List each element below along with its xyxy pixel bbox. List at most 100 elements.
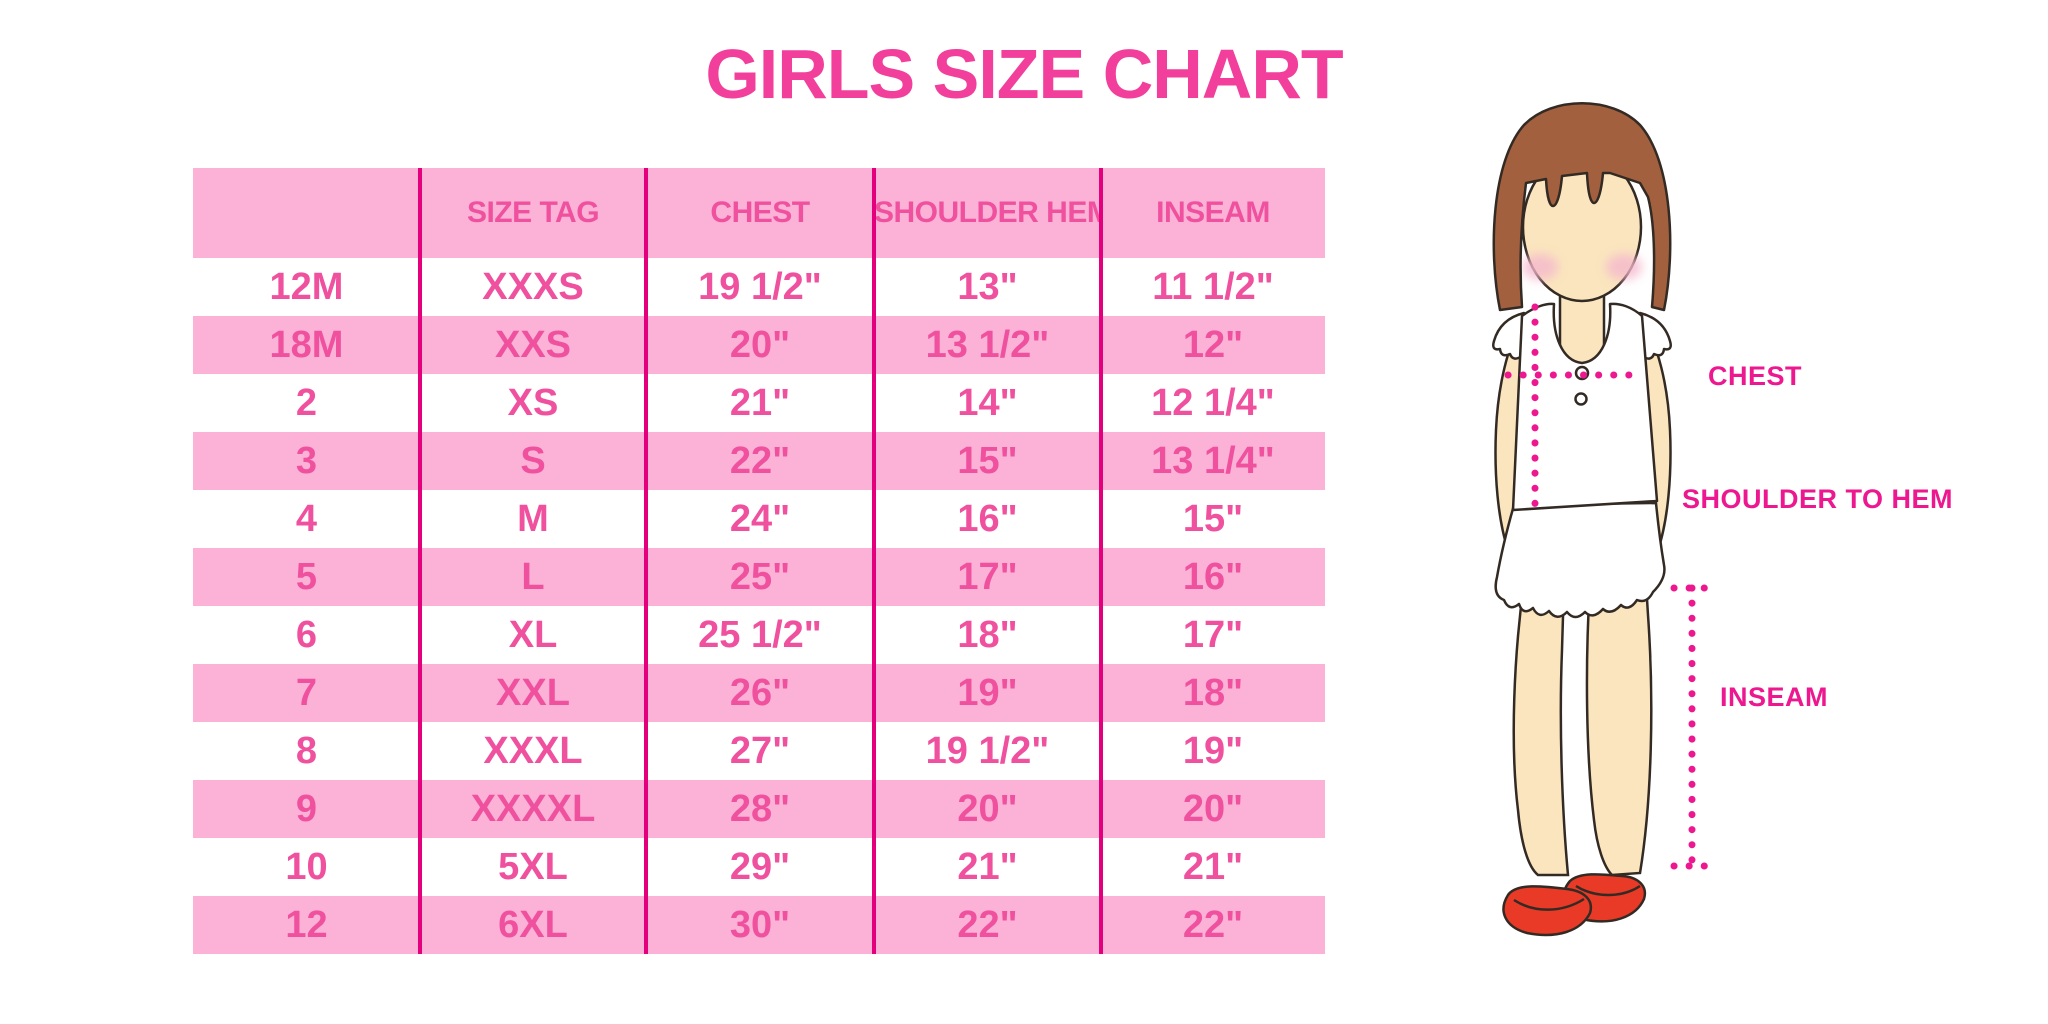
table-header-row: SIZE TAG CHEST SHOULDER HEM INSEAM (193, 168, 1325, 258)
page-title: GIRLS SIZE CHART (705, 35, 1343, 113)
value-cell: 21" (729, 382, 791, 424)
value-cell: 11 1/2" (1152, 266, 1274, 308)
inseam-label: INSEAM (1720, 682, 1828, 712)
row-label-cell: 6 (295, 614, 318, 656)
table-row-2: 2 XS 21" 14" 12 1/4" (193, 374, 1325, 432)
table-row-12m: 12M XXXS 19 1/2" 13" 11 1/2" (193, 258, 1325, 316)
value-cell: 13 1/4" (1151, 440, 1275, 482)
value-cell: L (521, 556, 545, 598)
value-cell: 20" (1182, 788, 1244, 830)
bodice (1511, 302, 1659, 512)
value-cell: XXXL (483, 730, 583, 772)
value-cell: XS (507, 382, 559, 424)
table-row-3: 3 S 22" 15" 13 1/4" (193, 432, 1325, 490)
value-cell: 20" (729, 324, 791, 366)
girl-measurement-figure: CHEST SHOULDER TO HEM INSEAM (1492, 102, 1953, 937)
value-cell: 6XL (498, 904, 568, 946)
row-label-cell: 12M (269, 266, 344, 308)
right-leg (1585, 581, 1653, 877)
row-label-cell: 12 (285, 904, 328, 946)
value-cell: 19" (957, 672, 1018, 714)
value-cell: 25 1/2" (698, 614, 822, 656)
row-label-cell: 9 (295, 788, 318, 830)
value-cell: 25" (729, 556, 791, 598)
value-cell: 17" (957, 556, 1018, 598)
table-body: 12M XXXS 19 1/2" 13" 11 1/2" 18M XXS 20" 13 1/2"… (193, 258, 1325, 954)
girls-size-table: SIZE TAG CHEST SHOULDER HEM INSEAM 12M XXXS 1… (193, 168, 1325, 954)
row-label-cell: 10 (285, 846, 328, 888)
table-row-18m: 18M XXS 20" 13 1/2" 12" (193, 316, 1325, 374)
column-header-inseam: INSEAM (1156, 196, 1270, 229)
chest-label: CHEST (1708, 361, 1802, 391)
corner-header-cell (193, 168, 420, 258)
value-cell: 28" (729, 788, 791, 830)
column-divider (418, 168, 422, 954)
value-cell: 27" (729, 730, 791, 772)
value-cell: XXXS (482, 266, 584, 308)
value-cell: 26" (729, 672, 791, 714)
shoulder-to-hem-label: SHOULDER TO HEM (1682, 484, 1953, 514)
table-row-10: 10 5XL 29" 21" 21" (193, 838, 1325, 896)
right-cheek-blush (1606, 254, 1642, 280)
table-row-7: 7 XXL 26" 19" 18" (193, 664, 1325, 722)
value-cell: 21" (957, 846, 1018, 888)
value-cell: XXS (494, 324, 572, 366)
value-cell: 13 1/2" (925, 324, 1050, 366)
value-cell: 19 1/2" (698, 266, 822, 308)
value-cell: XXL (496, 672, 570, 714)
column-divider (1099, 168, 1103, 954)
value-cell: 30" (729, 904, 791, 946)
row-label-cell: 3 (295, 440, 318, 482)
value-cell: 22" (729, 440, 791, 482)
value-cell: 18" (957, 614, 1018, 656)
column-header-size-tag: SIZE TAG (466, 196, 600, 229)
right-shoe-strap (1575, 884, 1641, 897)
left-leg (1512, 581, 1570, 877)
column-header-shoulder-hem: SHOULDER HEM (874, 196, 1101, 229)
value-cell: 29" (729, 846, 791, 888)
table-row-6: 6 XL 25 1/2" 18" 17" (193, 606, 1325, 664)
row-label-cell: 4 (295, 498, 318, 540)
row-label-cell: 5 (295, 556, 318, 598)
value-cell: 24" (729, 498, 791, 540)
skirt (1494, 501, 1666, 619)
value-cell: 15" (1182, 498, 1244, 540)
row-label-cell: 18M (269, 324, 344, 366)
value-cell: XL (508, 614, 558, 656)
column-header-chest: CHEST (710, 196, 810, 229)
value-cell: M (517, 498, 549, 540)
value-cell: 16" (957, 498, 1018, 540)
table-row-8: 8 XXXL 27" 19 1/2" 19" (193, 722, 1325, 780)
left-cheek-blush (1522, 254, 1558, 280)
row-label-cell: 7 (295, 672, 318, 714)
column-divider (644, 168, 648, 954)
table-row-12: 12 6XL 30" 22" 22" (193, 896, 1325, 954)
row-label-cell: 8 (295, 730, 318, 772)
value-cell: 12 1/4" (1151, 382, 1275, 424)
left-shoe-strap (1513, 897, 1585, 911)
table-row-4: 4 M 24" 16" 15" (193, 490, 1325, 548)
value-cell: 5XL (498, 846, 568, 888)
value-cell: 20" (957, 788, 1018, 830)
value-cell: XXXXL (470, 788, 596, 830)
hair (1492, 102, 1672, 312)
value-cell: 16" (1182, 556, 1244, 598)
value-cell: 13" (957, 266, 1018, 308)
row-label-cell: 2 (295, 382, 318, 424)
table-row-5: 5 L 25" 17" 16" (193, 548, 1325, 606)
value-cell: 19 1/2" (925, 730, 1050, 772)
table-row-9: 9 XXXXL 28" 20" 20" (193, 780, 1325, 838)
value-cell: 22" (1182, 904, 1244, 946)
value-cell: 18" (1182, 672, 1244, 714)
column-divider (872, 168, 876, 954)
value-cell: 12" (1182, 324, 1244, 366)
value-cell: 14" (957, 382, 1018, 424)
value-cell: S (520, 440, 546, 482)
value-cell: 22" (957, 904, 1018, 946)
value-cell: 19" (1182, 730, 1244, 772)
value-cell: 15" (957, 440, 1018, 482)
value-cell: 17" (1182, 614, 1244, 656)
value-cell: 21" (1182, 846, 1244, 888)
bottom-button (1574, 392, 1588, 406)
